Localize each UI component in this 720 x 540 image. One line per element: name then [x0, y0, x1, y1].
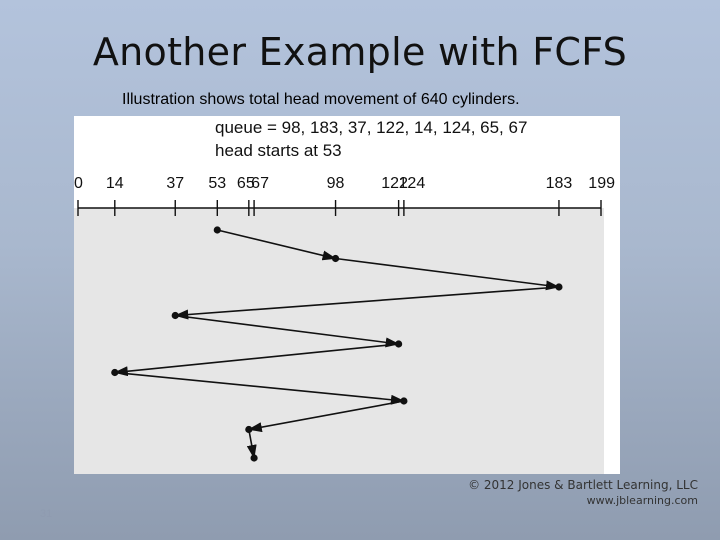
tick-label: 53	[208, 175, 226, 192]
slide-subtitle: Illustration shows total head movement o…	[122, 91, 520, 108]
movement-segment	[113, 343, 399, 377]
movement-segment	[174, 286, 560, 320]
copyright-notice: © 2012 Jones & Bartlett Learning, LLC ww…	[468, 477, 698, 509]
diagram-canvas: queue = 98, 183, 37, 122, 14, 124, 65, 6…	[74, 118, 615, 474]
head-start-label: head starts at 53	[215, 141, 342, 160]
plot-area	[74, 208, 604, 474]
movement-segment	[217, 229, 337, 261]
head-position-point	[331, 254, 340, 263]
head-position-point	[400, 397, 408, 405]
movement-segment	[247, 400, 405, 433]
tick-label: 124	[399, 175, 426, 192]
tick-label: 122	[381, 175, 408, 192]
tick-label: 199	[588, 175, 615, 192]
fcfs-diagram: queue = 98, 183, 37, 122, 14, 124, 65, 6…	[74, 116, 620, 474]
slide-title: Another Example with FCFS	[92, 30, 628, 74]
publisher-url: www.jblearning.com	[586, 494, 698, 507]
head-position-point	[171, 311, 179, 320]
head-position-point	[245, 425, 253, 434]
tick-label: 65	[237, 175, 255, 192]
queue-label: queue = 98, 183, 37, 122, 14, 124, 65, 6…	[215, 118, 527, 137]
copyright-line: © 2012 Jones & Bartlett Learning, LLC	[468, 478, 698, 492]
slide-number: 31	[40, 508, 53, 520]
head-position-point	[250, 454, 258, 462]
tick-label: 14	[106, 175, 124, 192]
movement-segment	[175, 314, 400, 348]
head-position-point	[555, 283, 563, 291]
tick-label: 98	[327, 175, 345, 192]
movement-segment	[246, 429, 257, 459]
tick-label: 183	[546, 175, 573, 192]
head-position-point	[111, 368, 119, 377]
head-position-point	[395, 340, 403, 348]
tick-label: 67	[251, 175, 269, 192]
head-movement-path	[111, 226, 563, 462]
tick-label: 0	[74, 175, 83, 192]
head-position-point	[213, 226, 221, 234]
movement-segment	[335, 257, 560, 291]
movement-segment	[114, 371, 405, 405]
tick-label: 37	[166, 175, 184, 192]
